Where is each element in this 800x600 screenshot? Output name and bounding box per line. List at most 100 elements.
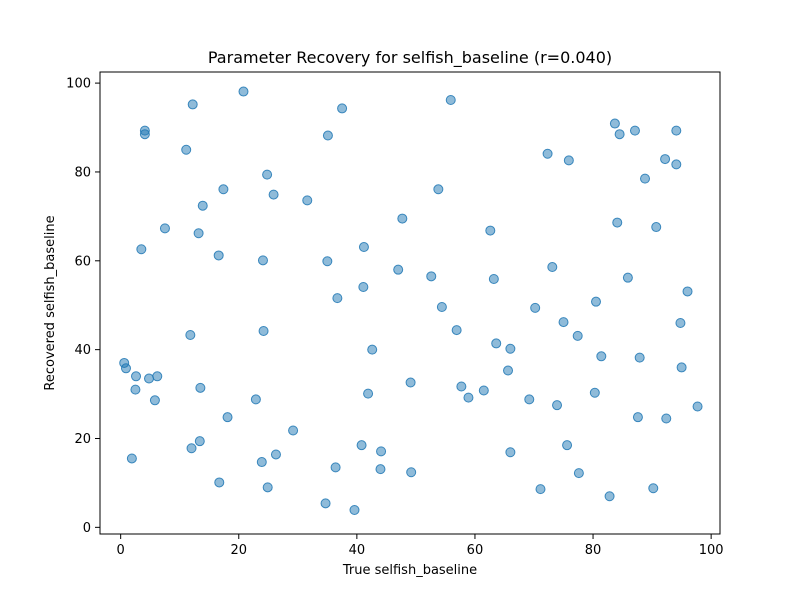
data-point — [195, 382, 206, 393]
y-tick-label: 40 — [74, 343, 91, 358]
data-point — [185, 329, 196, 340]
data-point — [640, 173, 651, 184]
data-point — [661, 413, 672, 424]
data-point — [126, 453, 137, 464]
data-point — [218, 184, 229, 195]
data-point — [393, 264, 404, 275]
data-point — [405, 377, 416, 388]
plot-frame — [99, 71, 721, 535]
data-point — [258, 325, 269, 336]
data-point — [524, 394, 535, 405]
data-point — [456, 381, 467, 392]
data-point — [648, 483, 659, 494]
data-point — [547, 262, 558, 273]
data-point — [322, 130, 333, 141]
data-point — [120, 363, 131, 374]
data-point — [612, 217, 623, 228]
data-point — [197, 200, 208, 211]
x-tick-label: 40 — [349, 543, 366, 558]
data-point — [149, 395, 160, 406]
data-point — [445, 94, 456, 105]
data-point — [375, 464, 386, 475]
data-point — [136, 244, 147, 255]
data-point — [614, 129, 625, 140]
data-point — [337, 103, 348, 114]
data-point — [682, 286, 693, 297]
data-point — [563, 155, 574, 166]
data-point — [632, 412, 643, 423]
data-point — [451, 325, 462, 336]
data-point — [604, 491, 615, 502]
data-point — [535, 484, 546, 495]
chart-title: Parameter Recovery for selfish_baseline … — [208, 48, 612, 68]
data-point — [676, 362, 687, 373]
data-point — [562, 440, 573, 451]
data-point — [485, 225, 496, 236]
data-point — [139, 129, 150, 140]
data-point — [363, 388, 374, 399]
data-point — [288, 425, 299, 436]
data-point — [558, 317, 569, 328]
data-point — [609, 118, 620, 129]
data-point — [397, 213, 408, 224]
data-point — [367, 344, 378, 355]
data-point — [589, 387, 600, 398]
data-point — [130, 384, 141, 395]
data-point — [181, 144, 192, 155]
data-point — [478, 385, 489, 396]
data-point — [193, 228, 204, 239]
data-point — [572, 330, 583, 341]
data-point — [222, 412, 233, 423]
data-point — [268, 189, 279, 200]
data-point — [186, 443, 197, 454]
data-point — [214, 477, 225, 488]
data-point — [505, 343, 516, 354]
data-point — [238, 86, 249, 97]
data-point — [651, 222, 662, 233]
y-axis-label: Recovered selfish_baseline — [43, 215, 58, 390]
data-point — [505, 447, 516, 458]
data-point — [131, 371, 142, 382]
data-point — [488, 274, 499, 285]
data-point — [187, 99, 198, 110]
data-point — [330, 462, 341, 473]
data-point — [692, 401, 703, 412]
data-point — [552, 400, 563, 411]
data-point — [358, 282, 369, 293]
data-point — [573, 468, 584, 479]
data-point — [213, 250, 224, 261]
y-tick-label: 100 — [66, 77, 91, 92]
y-tick-label: 0 — [83, 521, 91, 536]
data-point — [262, 482, 273, 493]
data-point — [144, 373, 155, 384]
data-point — [503, 365, 514, 376]
data-point — [270, 449, 281, 460]
data-point — [675, 317, 686, 328]
data-point — [629, 125, 640, 136]
data-point — [322, 256, 333, 267]
data-point — [436, 301, 447, 312]
data-point — [356, 440, 367, 451]
x-tick-label: 100 — [699, 543, 724, 558]
data-point — [302, 195, 313, 206]
data-point — [250, 394, 261, 405]
data-point — [358, 242, 369, 253]
x-tick-label: 0 — [117, 543, 125, 558]
data-point — [194, 436, 205, 447]
data-point — [152, 371, 163, 382]
data-point — [349, 505, 360, 516]
data-point — [591, 296, 601, 307]
data-point — [671, 159, 682, 170]
data-point — [320, 498, 331, 509]
data-point — [622, 272, 633, 283]
data-point — [256, 457, 267, 468]
data-point — [596, 351, 607, 362]
x-tick-label: 80 — [585, 543, 602, 558]
points-layer — [119, 86, 703, 516]
y-axis-ticks: 0 20 40 60 80 100 — [66, 77, 100, 536]
data-point — [671, 125, 682, 136]
x-axis-label: True selfish_baseline — [342, 563, 477, 578]
y-tick-label: 60 — [74, 254, 91, 269]
data-point — [491, 338, 502, 349]
